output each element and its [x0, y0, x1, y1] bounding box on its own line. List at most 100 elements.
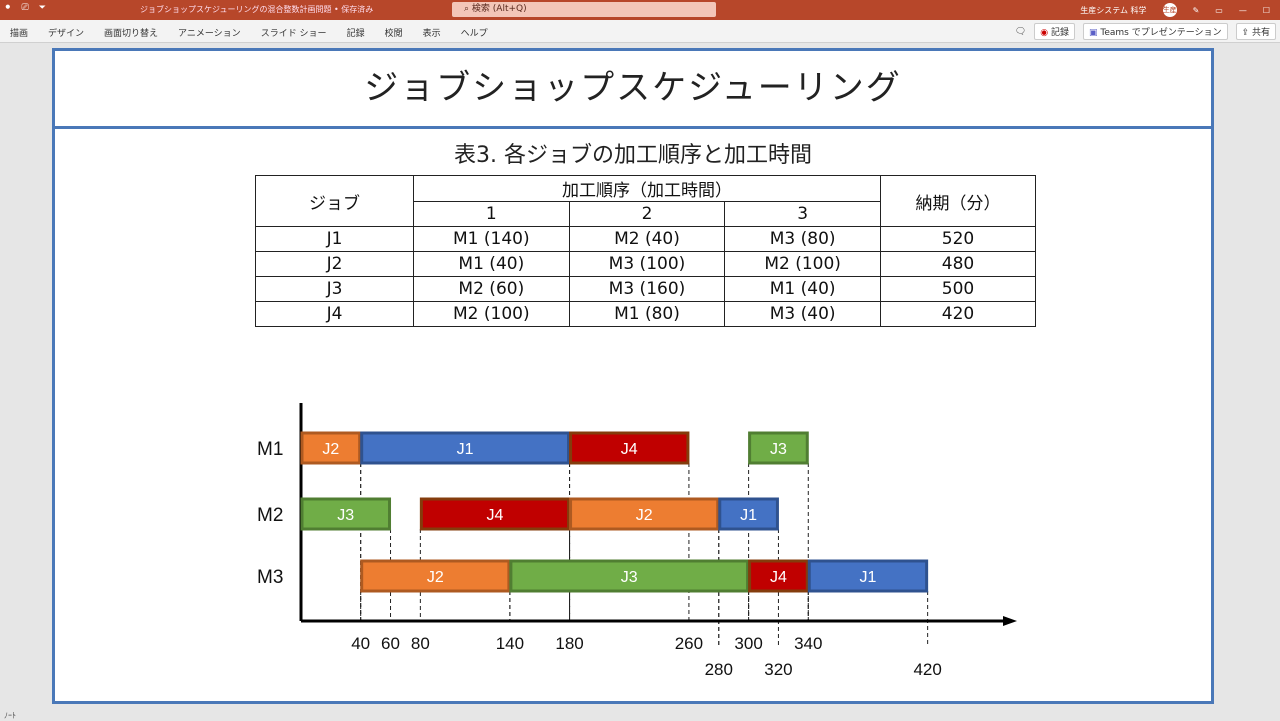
- tick-label: 40: [351, 634, 370, 653]
- cell-step-1: M2 (100): [413, 301, 570, 327]
- cell-step-2: M3 (100): [568, 251, 726, 277]
- gantt-bar: [419, 497, 571, 531]
- bar-label: J3: [621, 569, 638, 586]
- cell-step-2: M2 (40): [568, 226, 726, 252]
- slideshow-icon[interactable]: ⎚: [21, 3, 29, 13]
- record-label: 記録: [1050, 28, 1069, 38]
- cell-due: 480: [880, 251, 1036, 277]
- search-icon: ⌕: [464, 4, 470, 14]
- share-label: 共有: [1251, 28, 1270, 38]
- teams-icon: ▣: [1089, 28, 1098, 38]
- tab-animations[interactable]: アニメーション: [178, 29, 241, 39]
- status-bar: ﾉｰﾄ: [4, 711, 16, 720]
- record-button[interactable]: ◉ 記録: [1034, 23, 1075, 40]
- tick-label: 420: [913, 660, 941, 679]
- table-row: J2 M1 (40) M3 (100) M2 (100) 480: [255, 251, 1036, 277]
- maximize-icon[interactable]: ☐: [1262, 5, 1270, 15]
- cell-job: J4: [255, 301, 414, 327]
- minimize-icon[interactable]: —: [1238, 5, 1247, 15]
- quick-access-toolbar: ⚫ ⎚ ⏷: [4, 3, 46, 13]
- user-name: 生産システム 科学: [1080, 5, 1147, 15]
- tick-label: 80: [411, 634, 430, 653]
- gantt-bar: [748, 431, 809, 465]
- share-icon: ⇪: [1241, 28, 1250, 38]
- table-row: J1 M1 (140) M2 (40) M3 (80) 520: [255, 226, 1036, 252]
- machine-label: M3: [257, 567, 283, 588]
- slide[interactable]: ジョブショップスケジューリング 表3. 各ジョブの加工順序と加工時間 ジョブ 加…: [52, 48, 1214, 704]
- tab-review[interactable]: 校閲: [384, 29, 403, 39]
- record-icon: ◉: [1040, 28, 1049, 38]
- tick-label: 340: [794, 634, 822, 653]
- tab-record[interactable]: 記録: [346, 29, 365, 39]
- bar-label: J2: [636, 507, 653, 524]
- gantt-bar: [300, 431, 362, 465]
- tab-transitions[interactable]: 画面切り替え: [104, 29, 159, 39]
- bar-label: J1: [740, 507, 757, 524]
- cell-step-3: M3 (40): [724, 301, 881, 327]
- tick-label: 280: [705, 660, 733, 679]
- machine-label: M2: [257, 505, 283, 526]
- table-caption[interactable]: 表3. 各ジョブの加工順序と加工時間: [454, 143, 812, 168]
- header-due: 納期（分）: [880, 175, 1036, 227]
- x-axis-arrow: [1003, 616, 1017, 626]
- cell-step-1: M2 (60): [413, 276, 570, 302]
- tick-label: 180: [555, 634, 583, 653]
- header-step-1: 1: [413, 201, 570, 227]
- gantt-bar: [360, 559, 511, 593]
- document-title[interactable]: ジョブショップスケジューリングの混合整数計画問題 • 保存済み: [140, 5, 374, 14]
- bar-label: J1: [457, 441, 474, 458]
- bar-label: J3: [770, 441, 787, 458]
- gantt-chart[interactable]: M1 M2 M3 J2 J1 J4 J3 J3 J4 J2 J1 J2 J3 J4 J1 40 60 80 140 1…: [55, 51, 1211, 701]
- slide-title[interactable]: ジョブショップスケジューリング: [55, 51, 1211, 129]
- customize-qat-icon[interactable]: ⏷: [38, 3, 46, 13]
- tab-help[interactable]: ヘルプ: [460, 29, 488, 39]
- tick-label: 300: [734, 634, 762, 653]
- tab-slideshow[interactable]: スライド ショー: [260, 29, 327, 39]
- gantt-bar: [748, 559, 809, 593]
- cell-step-3: M2 (100): [724, 251, 881, 277]
- tick-label: 320: [764, 660, 792, 679]
- search-box[interactable]: ⌕ 検索 (Alt+Q): [452, 2, 716, 17]
- table-row: J4 M2 (100) M1 (80) M3 (40) 420: [255, 301, 1036, 327]
- bar-label: J1: [860, 569, 877, 586]
- tab-draw[interactable]: 描画: [10, 29, 29, 39]
- machine-label: M1: [257, 439, 283, 460]
- gantt-bar: [569, 431, 690, 465]
- header-job: ジョブ: [255, 175, 414, 227]
- tab-design[interactable]: デザイン: [48, 29, 85, 39]
- gantt-bar: [569, 497, 720, 531]
- tick-label: 260: [675, 634, 703, 653]
- header-step-2: 2: [568, 201, 726, 227]
- avatar[interactable]: 生産: [1162, 3, 1177, 17]
- app-icon: ⚫: [4, 3, 12, 13]
- header-step-3: 3: [724, 201, 881, 227]
- share-button[interactable]: ⇪ 共有: [1235, 23, 1276, 40]
- gantt-bar: [807, 559, 929, 593]
- bar-label: J4: [621, 441, 638, 458]
- cell-step-1: M1 (40): [413, 251, 570, 277]
- bar-label: J4: [487, 507, 504, 524]
- title-bar: ⚫ ⎚ ⏷ ジョブショップスケジューリングの混合整数計画問題 • 保存済み ⌕ …: [0, 0, 1280, 20]
- cell-due: 420: [880, 301, 1036, 327]
- teams-present-button[interactable]: ▣ Teams でプレゼンテーション: [1083, 23, 1228, 40]
- job-table[interactable]: ジョブ 加工順序（加工時間） 納期（分） 1 2 3 J1 M1 (140) M…: [255, 175, 1036, 327]
- tick-label: 140: [496, 634, 524, 653]
- bar-label: J2: [427, 569, 444, 586]
- cell-step-3: M3 (80): [724, 226, 881, 252]
- ribbon-display-icon[interactable]: ▭: [1215, 5, 1223, 15]
- bar-label: J3: [337, 507, 354, 524]
- gantt-bar: [300, 497, 392, 531]
- gantt-bar: [360, 431, 571, 465]
- bar-label: J2: [322, 441, 339, 458]
- cell-step-2: M3 (160): [568, 276, 726, 302]
- header-order: 加工順序（加工時間）: [413, 175, 881, 202]
- pen-icon[interactable]: ✎: [1192, 5, 1200, 15]
- search-placeholder: 検索 (Alt+Q): [471, 4, 527, 14]
- gantt-bar: [509, 559, 750, 593]
- gantt-bar: [718, 497, 779, 531]
- bar-label: J4: [770, 569, 787, 586]
- comment-icon[interactable]: 🗨: [1014, 26, 1027, 37]
- tab-view[interactable]: 表示: [422, 29, 441, 39]
- tick-label: 60: [381, 634, 400, 653]
- ribbon-tabs: 描画 デザイン 画面切り替え アニメーション スライド ショー 記録 校閲 表示…: [0, 20, 1280, 43]
